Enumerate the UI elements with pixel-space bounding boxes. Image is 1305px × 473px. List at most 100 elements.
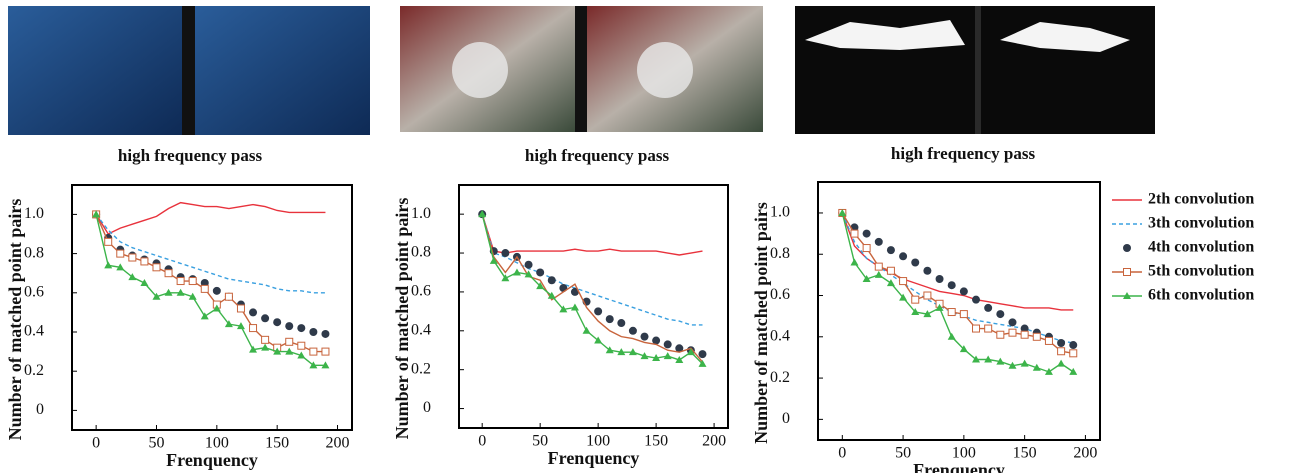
marker	[536, 268, 545, 277]
marker	[1057, 347, 1066, 356]
legend-label: 3th convolution	[1148, 215, 1254, 232]
marker	[212, 286, 221, 295]
marker	[1044, 367, 1053, 375]
y-tick-label: 0	[36, 401, 44, 418]
marker	[224, 320, 233, 328]
x-tick-label: 100	[586, 433, 610, 450]
marker	[996, 330, 1005, 339]
marker	[1032, 363, 1041, 371]
marker	[321, 361, 330, 369]
y-tick-label: 0.8	[411, 244, 431, 261]
marker	[297, 324, 306, 333]
marker	[321, 329, 330, 338]
marker	[188, 292, 197, 300]
legend-label: 4th convolution	[1148, 239, 1254, 256]
marker	[899, 277, 908, 286]
marker	[838, 208, 847, 216]
plot-frame	[458, 184, 729, 429]
caption: high frequency pass	[525, 146, 670, 165]
marker	[698, 359, 707, 367]
marker	[911, 308, 920, 316]
marker	[1057, 359, 1066, 367]
photo-pair	[795, 6, 1155, 134]
x-axis-label: Frenquency	[548, 448, 640, 468]
y-axis-label: Number of matched point pairs	[5, 199, 25, 441]
x-tick-label: 200	[702, 433, 726, 450]
legend-label: 6th convolution	[1148, 287, 1254, 304]
marker	[188, 277, 197, 286]
marker	[923, 291, 932, 300]
y-tick-label: 0.4	[770, 327, 790, 344]
y-tick-label: 0.4	[24, 323, 44, 340]
y-axis-label: Number of matched point pairs	[751, 202, 771, 444]
marker	[309, 328, 318, 336]
marker	[605, 346, 614, 354]
marker	[212, 304, 221, 312]
marker	[947, 308, 956, 317]
marker	[501, 274, 510, 282]
caption: high frequency pass	[118, 146, 263, 165]
marker	[570, 287, 579, 296]
y-tick-label: 0.2	[411, 360, 431, 377]
marker	[1069, 341, 1078, 350]
marker	[617, 319, 626, 328]
marker	[1069, 349, 1078, 358]
y-tick-label: 0.8	[24, 244, 44, 261]
marker	[1020, 324, 1029, 333]
marker	[984, 324, 993, 333]
marker	[686, 348, 695, 356]
marker	[321, 347, 330, 356]
marker	[972, 355, 981, 363]
marker	[850, 229, 859, 238]
marker	[104, 237, 113, 246]
marker	[200, 284, 209, 293]
marker	[570, 303, 579, 311]
marker	[297, 351, 306, 359]
series-line	[841, 212, 1074, 311]
marker	[1044, 336, 1053, 345]
marker	[1123, 268, 1131, 276]
marker	[116, 249, 125, 258]
marker	[996, 357, 1005, 365]
caption: high frequency pass	[891, 144, 1036, 163]
marker	[899, 293, 908, 301]
marker	[959, 287, 968, 296]
marker	[605, 315, 614, 324]
marker	[1008, 318, 1017, 327]
marker	[947, 332, 956, 340]
marker	[996, 310, 1005, 319]
marker	[959, 345, 968, 353]
marker	[249, 324, 258, 333]
marker	[309, 347, 318, 356]
y-tick-label: 0.6	[770, 286, 790, 303]
marker	[164, 288, 173, 296]
marker	[116, 263, 125, 271]
x-tick-label: 0	[92, 435, 100, 452]
marker	[285, 347, 294, 355]
marker	[309, 361, 318, 369]
marker	[200, 312, 209, 320]
marker	[224, 292, 233, 301]
y-tick-label: 0	[423, 399, 431, 416]
legend-label: 5th convolution	[1148, 263, 1254, 280]
marker	[524, 270, 533, 278]
series-line	[481, 213, 703, 256]
marker	[236, 304, 245, 313]
marker	[249, 345, 258, 353]
marker	[628, 326, 637, 335]
marker	[285, 337, 294, 346]
marker	[1032, 332, 1041, 341]
x-axis-label: Frenquency	[166, 450, 258, 470]
marker	[984, 355, 993, 363]
marker	[559, 305, 568, 313]
marker	[128, 253, 137, 262]
marker	[850, 258, 859, 266]
marker	[959, 310, 968, 319]
x-tick-label: 150	[644, 433, 668, 450]
marker	[236, 322, 245, 330]
photo-pair	[8, 6, 370, 135]
marker	[947, 281, 956, 290]
marker	[862, 244, 871, 253]
marker	[261, 335, 270, 344]
marker	[628, 348, 637, 356]
